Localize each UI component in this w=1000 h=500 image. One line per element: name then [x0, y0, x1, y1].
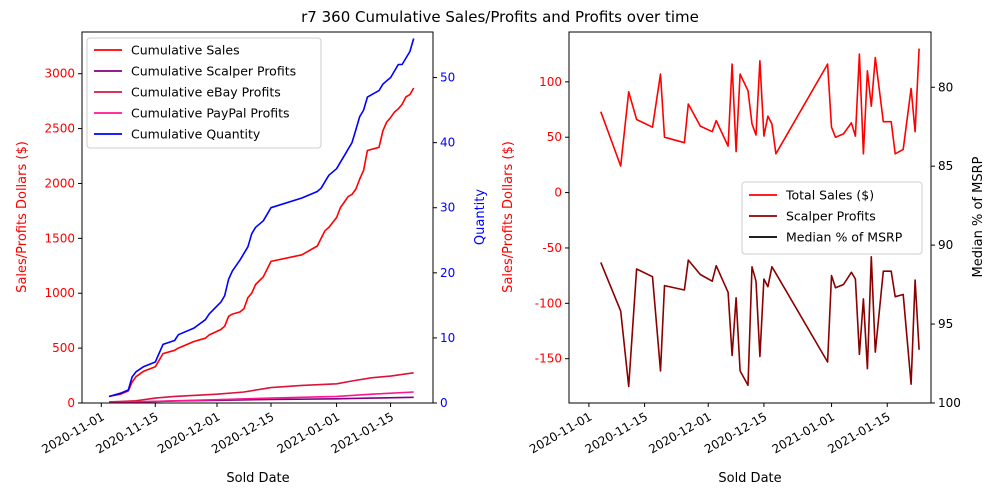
chart1-plot-area: [81, 31, 434, 404]
x-tick-label: 2020-12-01: [646, 409, 713, 456]
chart1-legend-box: [86, 37, 322, 149]
chart1-legend: Cumulative Sales Cumulative Scalper Profi…: [86, 37, 322, 149]
legend-label: Cumulative Sales: [131, 43, 240, 58]
y-tick-label: 1500: [44, 231, 75, 245]
series-line-cumulative-sales: [108, 87, 415, 398]
y-tick-label: 1000: [44, 286, 75, 300]
y-tick-label: 3000: [44, 67, 75, 81]
legend-label: Scalper Profits: [786, 209, 876, 224]
cumulative-chart: 2020-11-012020-11-152020-12-012020-12-15…: [15, 31, 488, 486]
chart2-xlabel: Sold Date: [718, 471, 781, 486]
chart2-series: [600, 48, 920, 388]
y2-tick-label: 30: [440, 201, 455, 215]
legend-label: Cumulative Scalper Profits: [131, 64, 296, 79]
x-tick-label: 2021-01-01: [770, 409, 837, 456]
y2-tick-label: 40: [440, 136, 455, 150]
legend-label: Cumulative eBay Profits: [131, 85, 281, 100]
x-tick-label: 2020-12-15: [702, 409, 769, 456]
profits-chart: 2020-11-012020-11-152020-12-012020-12-15…: [501, 31, 986, 486]
chart1-y2label: Quantity: [473, 189, 488, 245]
x-tick-label: 2020-11-15: [583, 409, 650, 456]
series-line-total-sales-: [600, 48, 920, 167]
y2-tick-label: 50: [440, 71, 455, 85]
x-tick-label: 2020-11-01: [527, 409, 594, 456]
y2-tick-label: 10: [440, 331, 455, 345]
y2-tick-label: 0: [440, 396, 448, 410]
series-line-cumulative-quantity: [108, 38, 415, 398]
series-line-cumulative-paypal-profits: [108, 391, 414, 404]
y2-tick-label: 85: [938, 159, 953, 173]
legend-label: Cumulative Quantity: [131, 127, 261, 142]
y2-tick-label: 95: [938, 317, 953, 331]
y-tick-label: 0: [67, 396, 75, 410]
series-line-cumulative-ebay-profits: [108, 372, 414, 403]
figure-title: r7 360 Cumulative Sales/Profits and Prof…: [301, 8, 699, 26]
y-tick-label: 50: [547, 130, 562, 144]
chart2-y2label: Median % of MSRP: [971, 156, 986, 277]
chart2-legend-box: [741, 181, 923, 255]
y-tick-label: 500: [52, 341, 75, 355]
chart1-series: [108, 38, 415, 404]
y-tick-label: -50: [542, 241, 562, 255]
chart1-xlabel: Sold Date: [226, 471, 289, 486]
legend-label: Total Sales ($): [785, 188, 874, 203]
chart2-ylabel: Sales/Profits Dollars ($): [501, 141, 516, 293]
y-tick-label: -150: [535, 352, 562, 366]
y-tick-label: 100: [539, 75, 562, 89]
x-tick-label: 2021-01-15: [825, 409, 892, 456]
y2-tick-label: 20: [440, 266, 455, 280]
y-tick-label: 2500: [44, 122, 75, 136]
chart1-ylabel: Sales/Profits Dollars ($): [15, 141, 30, 293]
y-tick-label: 0: [554, 186, 562, 200]
y2-tick-label: 90: [938, 238, 953, 252]
chart2-legend: Total Sales ($) Scalper Profits Median % o…: [741, 181, 923, 255]
y2-tick-label: 100: [938, 396, 961, 410]
legend-label: Median % of MSRP: [786, 230, 903, 245]
chart2-plot-area: [568, 31, 932, 404]
series-line-scalper-profits: [600, 255, 920, 388]
y-tick-label: 2000: [44, 176, 75, 190]
y-tick-label: -100: [535, 296, 562, 310]
legend-label: Cumulative PayPal Profits: [131, 106, 290, 121]
y2-tick-label: 80: [938, 80, 953, 94]
